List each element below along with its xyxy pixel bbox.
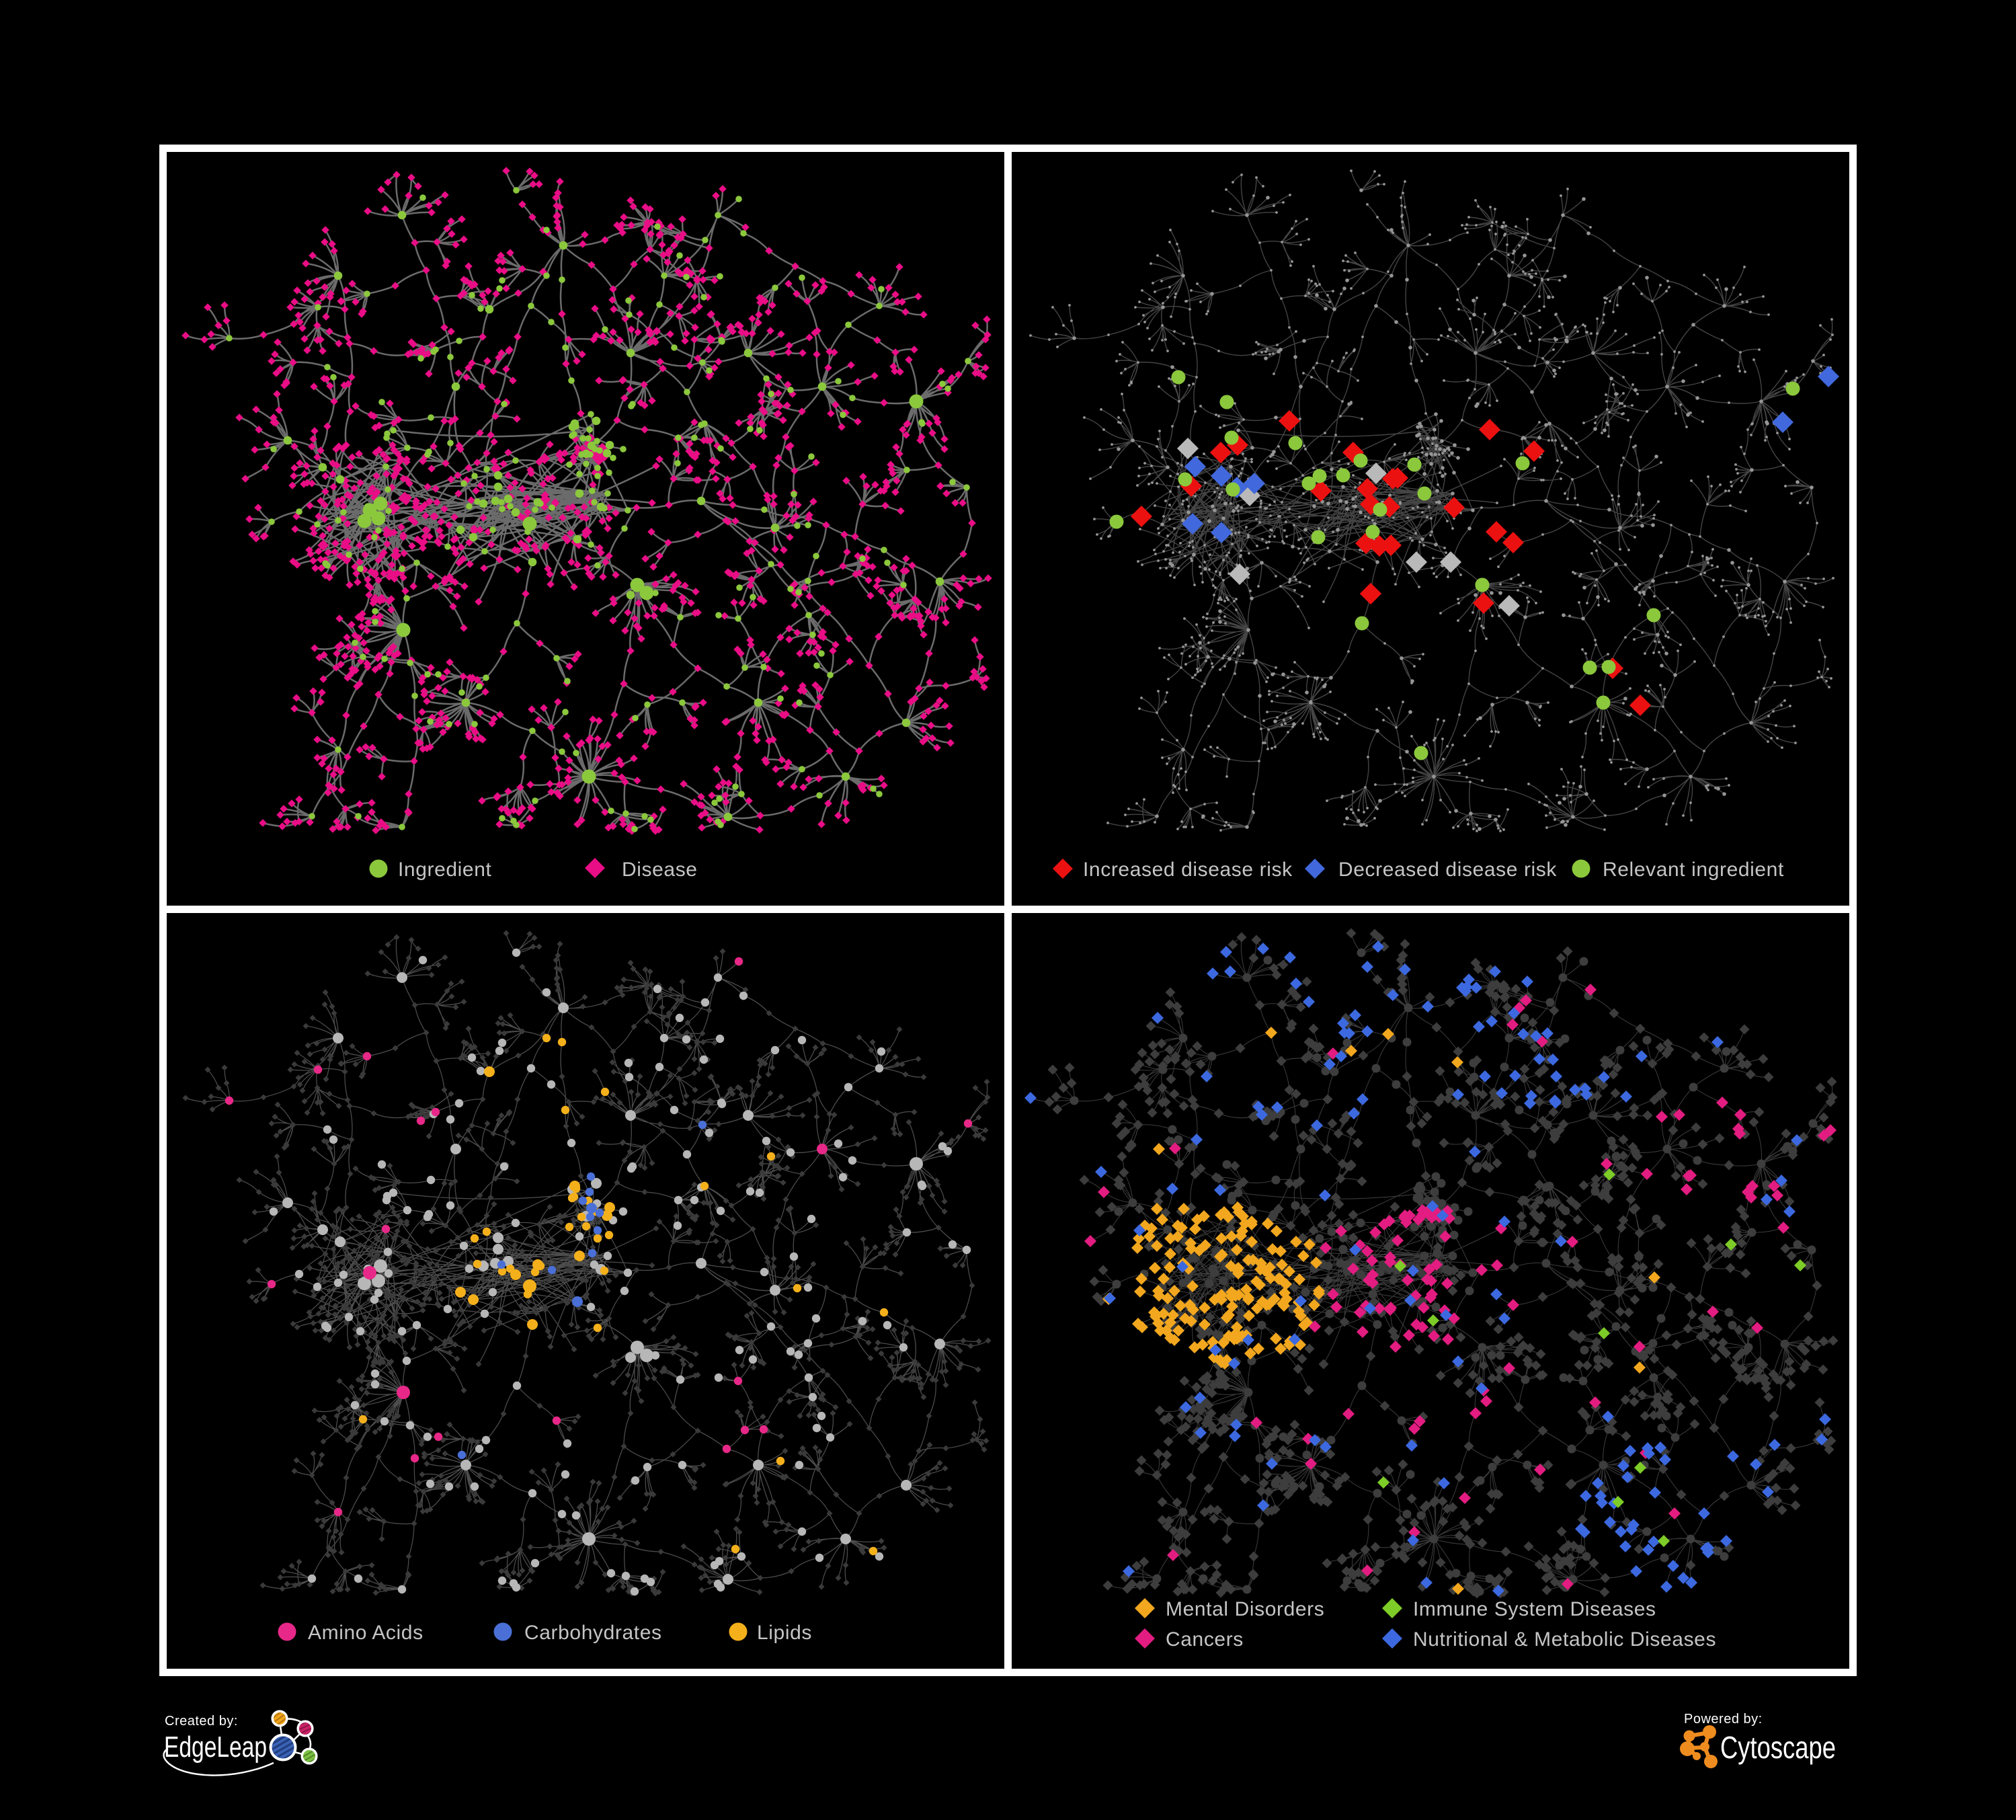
svg-text:Powered by:: Powered by: — [1684, 1712, 1763, 1727]
svg-text:Created by:: Created by: — [165, 1714, 238, 1729]
svg-text:Cytoscape: Cytoscape — [1720, 1730, 1836, 1765]
svg-text:EdgeLeap: EdgeLeap — [164, 1731, 267, 1764]
